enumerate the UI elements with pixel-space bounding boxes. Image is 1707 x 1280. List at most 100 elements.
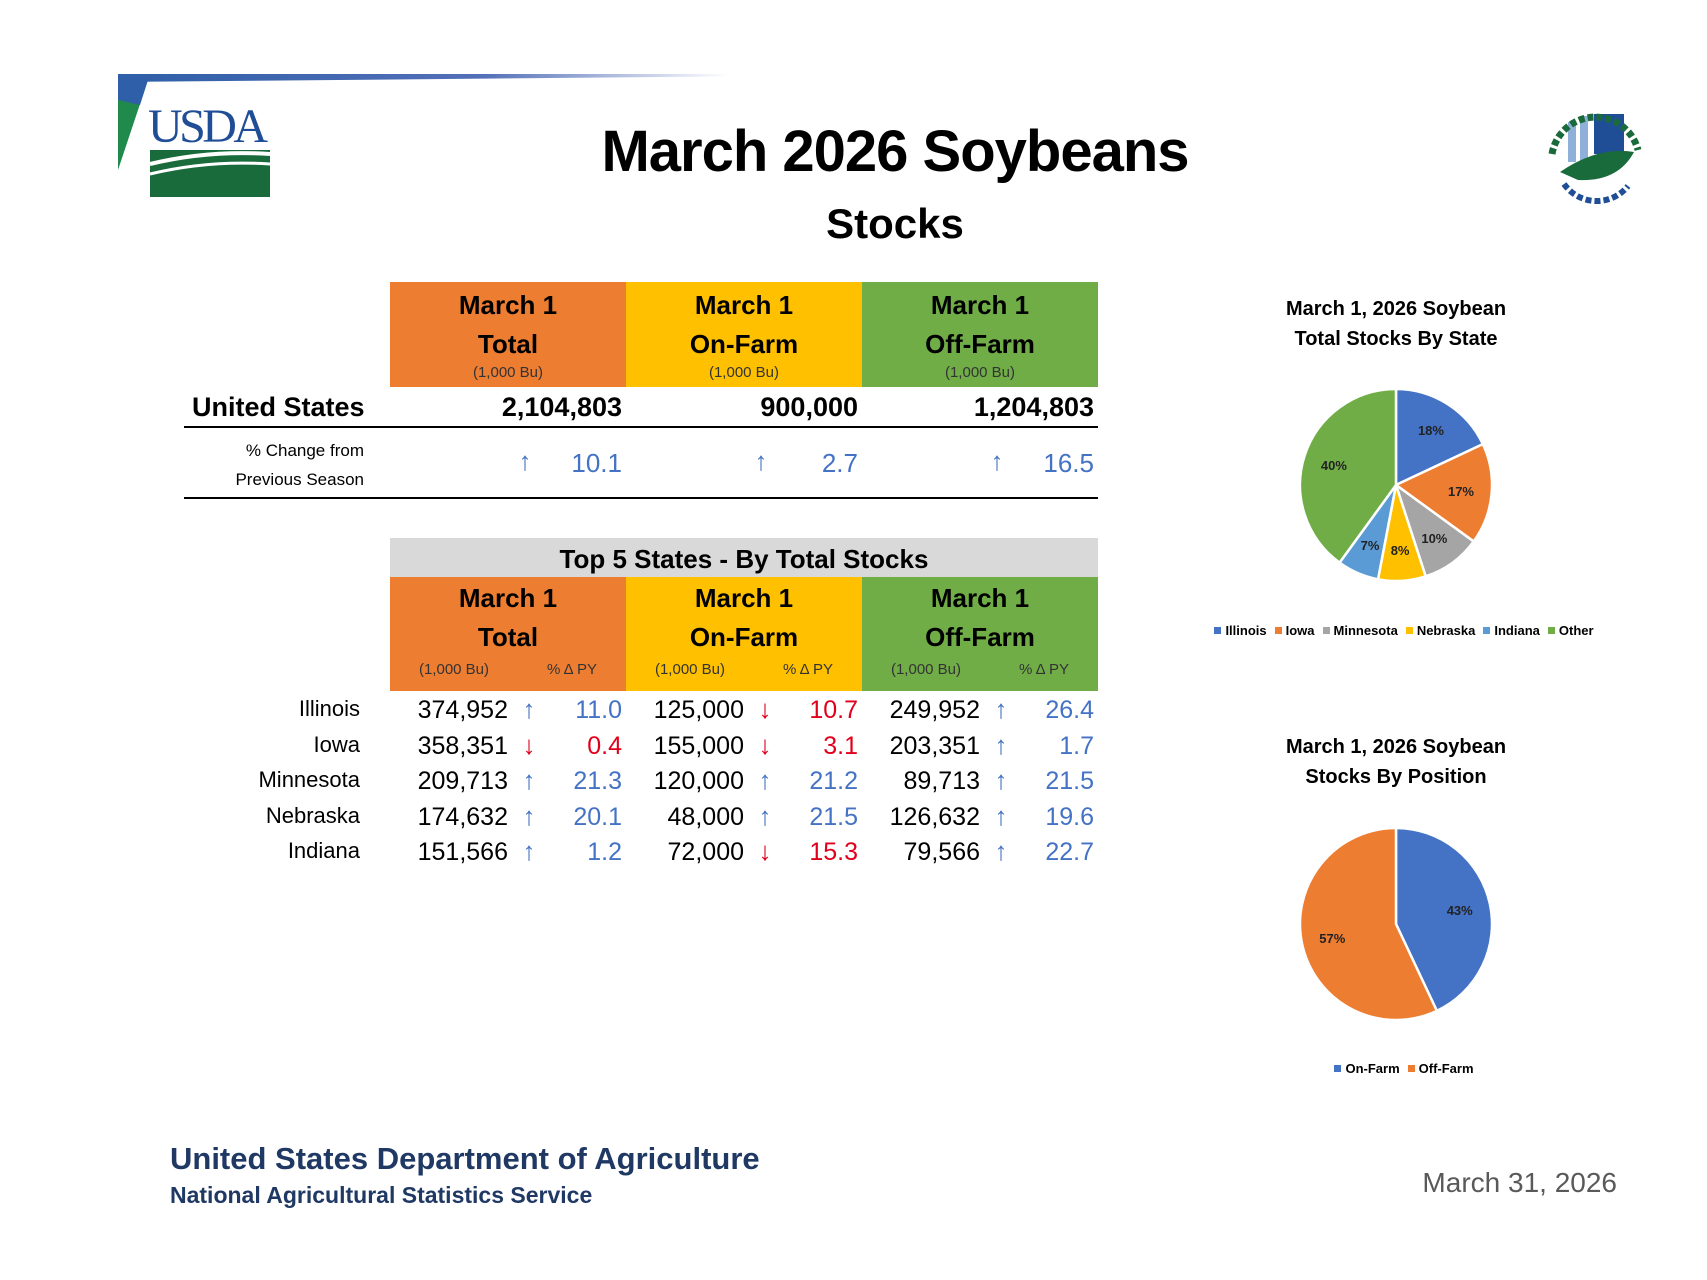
legend-swatch <box>1483 627 1491 634</box>
change-value: 19.6 <box>1045 802 1094 831</box>
arrow-up-icon: ↑ <box>518 446 532 476</box>
arrow-down-icon: ↓ <box>758 694 772 724</box>
pie-state-title: March 1, 2026 Soybean Total Stocks By Sta… <box>1285 298 1507 350</box>
legend-item: Iowa <box>1267 623 1315 638</box>
pie-data-label: 17% <box>1448 484 1474 499</box>
legend-item: Minnesota <box>1315 623 1398 638</box>
header-stripe <box>118 74 728 82</box>
change-value: 1.7 <box>1059 731 1094 760</box>
arrow-up-icon: ↑ <box>994 694 1008 724</box>
stocks-value: 358,351 <box>417 731 508 760</box>
unit-label: (1,000 Bu) <box>654 661 726 678</box>
state-name: Iowa <box>313 731 360 757</box>
change-label: % Change from Previous Season <box>235 441 364 489</box>
us-change-value: 10.1 <box>571 448 622 478</box>
arrow-up-icon: ↑ <box>994 765 1008 795</box>
state-name: Indiana <box>287 838 360 863</box>
national-header-on-farm: March 1 On-Farm (1,000 Bu) <box>626 282 862 387</box>
change-label: % Δ PY <box>1018 661 1070 678</box>
legend-label: Iowa <box>1285 623 1315 638</box>
change-value: 21.5 <box>1045 767 1094 795</box>
divider <box>184 497 1098 499</box>
top5-header-0: March 1 Total (1,000 Bu)% Δ PY <box>390 577 626 691</box>
legend-swatch <box>1547 627 1555 634</box>
arrow-up-icon: ↑ <box>994 800 1008 831</box>
legend-item: Illinois <box>1206 623 1267 638</box>
change-value: 22.7 <box>1045 838 1094 866</box>
change-label: % Δ PY <box>546 661 598 678</box>
state-name: Nebraska <box>265 802 360 828</box>
legend-swatch <box>1334 1065 1342 1072</box>
legend-label: Other <box>1558 623 1594 638</box>
pie-slice-on-farm <box>1394 826 1494 1013</box>
pie-data-label: 40% <box>1321 458 1347 473</box>
stocks-value: 89,713 <box>903 767 980 795</box>
change-value: 21.2 <box>809 767 858 795</box>
stocks-value: 203,351 <box>889 731 980 760</box>
pie-data-label: 43% <box>1447 903 1473 918</box>
legend-label: Illinois <box>1225 623 1267 638</box>
us-total-value: 2,104,803 <box>501 392 622 422</box>
us-off-farm-value: 1,204,803 <box>973 392 1094 422</box>
us-change-value: 16.5 <box>1043 448 1094 478</box>
change-value: 0.4 <box>587 731 622 760</box>
pie-data-label: 8% <box>1391 543 1410 558</box>
legend-label: Minnesota <box>1333 623 1398 638</box>
legend-label: On-Farm <box>1345 1061 1400 1076</box>
stocks-value: 72,000 <box>667 838 744 866</box>
change-value: 1.2 <box>587 838 622 866</box>
pie-chart-stocks-by-state: 18% 17% 10% 8% 7% 40% <box>1298 387 1494 583</box>
legend-swatch <box>1405 627 1413 634</box>
pie-position-legend: On-Farm Off-Farm <box>1180 1061 1620 1076</box>
stocks-value: 155,000 <box>653 731 744 760</box>
legend-swatch <box>1214 627 1222 634</box>
arrow-down-icon: ↓ <box>758 836 772 866</box>
change-value: 21.5 <box>809 802 858 831</box>
change-label: % Δ PY <box>782 661 834 678</box>
change-value: 10.7 <box>809 696 858 724</box>
national-header-off-farm: March 1 Off-Farm (1,000 Bu) <box>862 282 1098 387</box>
pie-position-title: March 1, 2026 Soybean Stocks By Position <box>1285 736 1507 788</box>
stocks-value: 209,713 <box>417 767 508 795</box>
legend-label: Nebraska <box>1416 623 1476 638</box>
us-change-value: 2.7 <box>821 448 858 478</box>
legend-item: Nebraska <box>1398 623 1476 638</box>
arrow-down-icon: ↓ <box>522 729 536 760</box>
change-value: 3.1 <box>823 731 858 760</box>
arrow-up-icon: ↑ <box>758 800 772 831</box>
footer-agency: United States Department of Agriculture <box>170 1141 760 1176</box>
pie-state-legend: Illinois Iowa Minnesota Nebraska Indiana Othe… <box>1180 623 1620 638</box>
stocks-value: 374,952 <box>417 696 508 724</box>
change-value: 15.3 <box>809 838 858 866</box>
top5-header-1: March 1 On-Farm (1,000 Bu)% Δ PY <box>626 577 862 691</box>
legend-item: Off-Farm <box>1400 1061 1474 1076</box>
arrow-up-icon: ↑ <box>994 729 1008 760</box>
legend-swatch <box>1274 627 1282 634</box>
change-value: 26.4 <box>1045 696 1094 724</box>
pie-data-label: 57% <box>1319 931 1345 946</box>
legend-swatch <box>1407 1065 1415 1072</box>
agriculture-counts-logo <box>1538 94 1653 205</box>
legend-item: Other <box>1540 623 1594 638</box>
state-name: Minnesota <box>258 767 360 792</box>
arrow-up-icon: ↑ <box>990 446 1004 476</box>
unit-label: (1,000 Bu) <box>890 661 962 678</box>
stocks-value: 125,000 <box>653 696 744 724</box>
arrow-up-icon: ↑ <box>522 836 536 866</box>
usda-logo: USDA <box>118 80 278 200</box>
svg-text:USDA: USDA <box>148 100 268 153</box>
pie-slice-illinois <box>1394 387 1485 487</box>
arrow-up-icon: ↑ <box>522 765 536 795</box>
pie-slice-iowa <box>1393 442 1494 544</box>
change-value: 21.3 <box>573 767 622 795</box>
pie-slice-other <box>1298 387 1398 565</box>
arrow-up-icon: ↑ <box>994 836 1008 866</box>
stocks-value: 48,000 <box>667 802 744 831</box>
footer-date: March 31, 2026 <box>1422 1167 1617 1198</box>
row-label-united-states: United States <box>192 392 365 422</box>
change-value: 20.1 <box>573 802 622 831</box>
us-on-farm-value: 900,000 <box>760 392 858 422</box>
arrow-up-icon: ↑ <box>758 765 772 795</box>
unit-label: (1,000 Bu) <box>418 661 490 678</box>
state-name: Illinois <box>298 696 360 721</box>
